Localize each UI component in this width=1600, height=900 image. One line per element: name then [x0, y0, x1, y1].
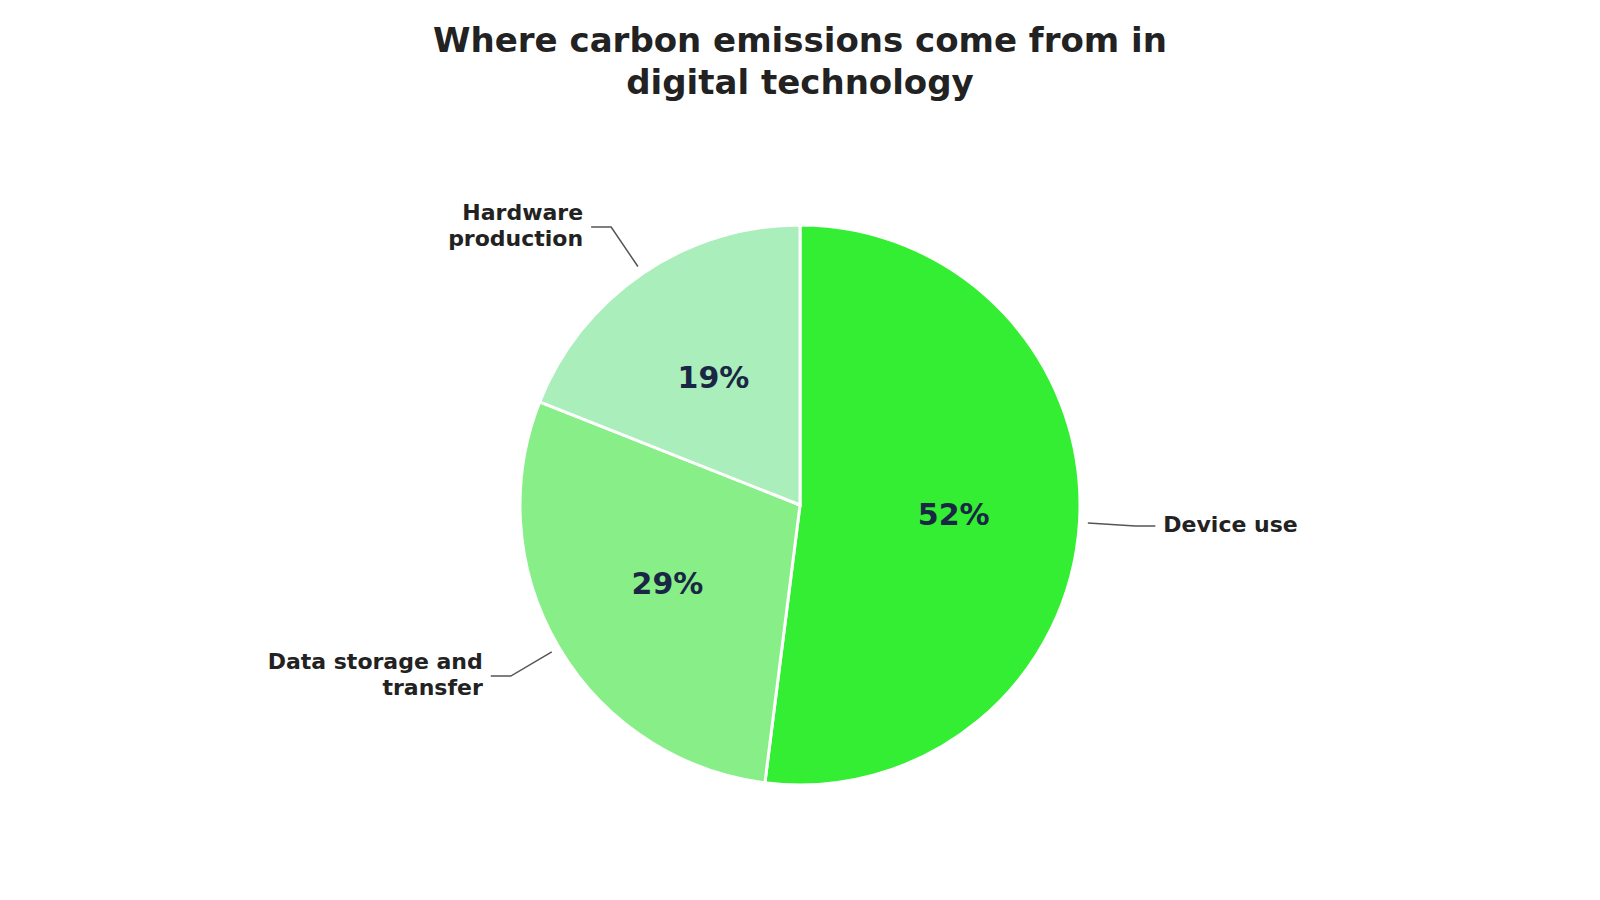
wedge: [540, 225, 800, 505]
data-label: 29%: [632, 566, 704, 601]
leader-line: [591, 227, 638, 266]
leader-line: [1088, 523, 1156, 526]
chart-container: Where carbon emissions come from indigit…: [0, 0, 1600, 900]
category-label: Data storage andtransfer: [268, 649, 483, 700]
leader-line: [491, 652, 552, 676]
labels: 52% Device use 29% Data storage andtransfer…: [268, 200, 1298, 700]
title: Where carbon emissions come from indigit…: [433, 20, 1167, 102]
wedges: [520, 225, 1080, 785]
chart-svg: Where carbon emissions come from indigit…: [0, 0, 1600, 900]
data-label: 52%: [918, 497, 990, 532]
category-label: Device use: [1163, 512, 1297, 537]
category-label: Hardwareproduction: [448, 200, 583, 251]
wedge: [765, 225, 1080, 785]
data-label: 19%: [678, 360, 750, 395]
